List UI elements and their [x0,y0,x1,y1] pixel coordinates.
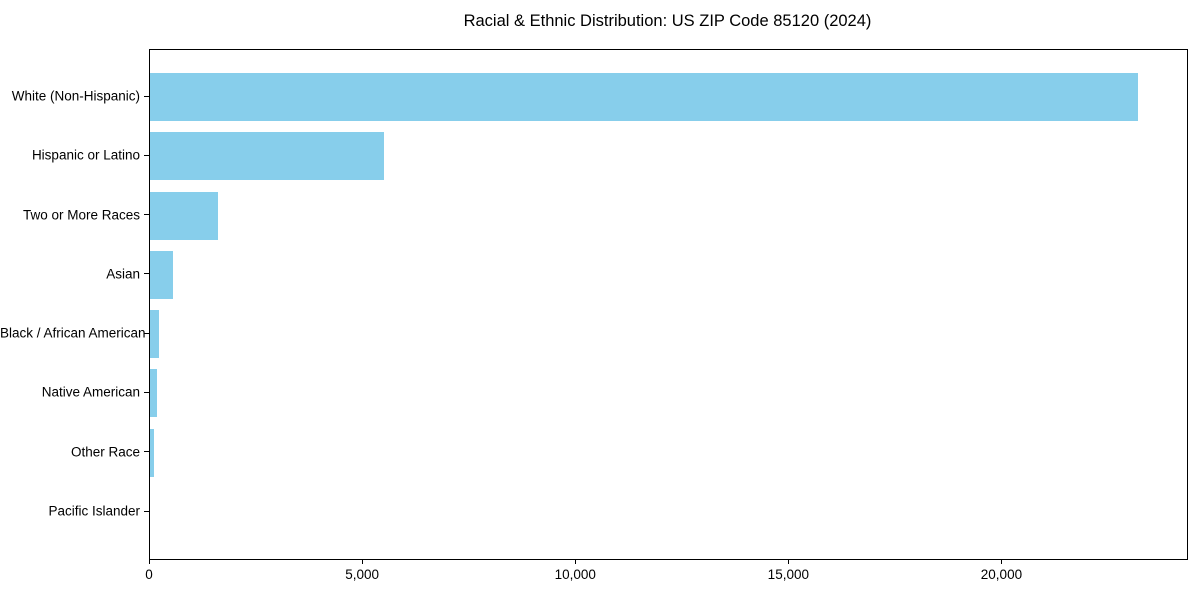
y-tick-mark [144,214,149,216]
y-tick-label: White (Non-Hispanic) [11,88,140,104]
y-tick-label: Hispanic or Latino [31,147,140,163]
y-tick-mark [144,391,149,393]
x-tick-label: 15,000 [767,567,809,582]
y-tick-label: Two or More Races [22,206,140,222]
x-tick-mark [361,559,363,564]
bar [150,310,159,359]
x-tick-label: 5,000 [345,567,380,582]
y-tick-label: Other Race [70,443,140,459]
y-tick-mark [144,154,149,156]
y-tick-mark [144,451,149,453]
y-tick-label: Native American [41,384,140,400]
x-tick-mark [148,559,150,564]
bar [150,132,384,181]
bar [150,73,1138,121]
y-tick-mark [144,95,149,97]
y-tick-label: Asian [106,266,140,282]
x-tick-mark [574,559,576,564]
x-tick-mark [1000,559,1002,564]
y-tick-label: Black / African American [0,325,146,341]
y-tick-mark [144,332,149,334]
bar [150,250,174,299]
bar [150,369,158,418]
x-tick-label: 0 [145,567,153,582]
y-tick-mark [144,510,149,512]
x-tick-label: 20,000 [980,567,1023,582]
y-tick-label: Pacific Islander [48,503,140,519]
x-tick-mark [787,559,789,564]
y-tick-mark [144,273,149,275]
plot-area [149,49,1188,560]
bar [150,191,219,240]
chart-title: Racial & Ethnic Distribution: US ZIP Cod… [463,12,872,30]
bar [150,428,154,477]
x-tick-label: 10,000 [554,567,596,582]
